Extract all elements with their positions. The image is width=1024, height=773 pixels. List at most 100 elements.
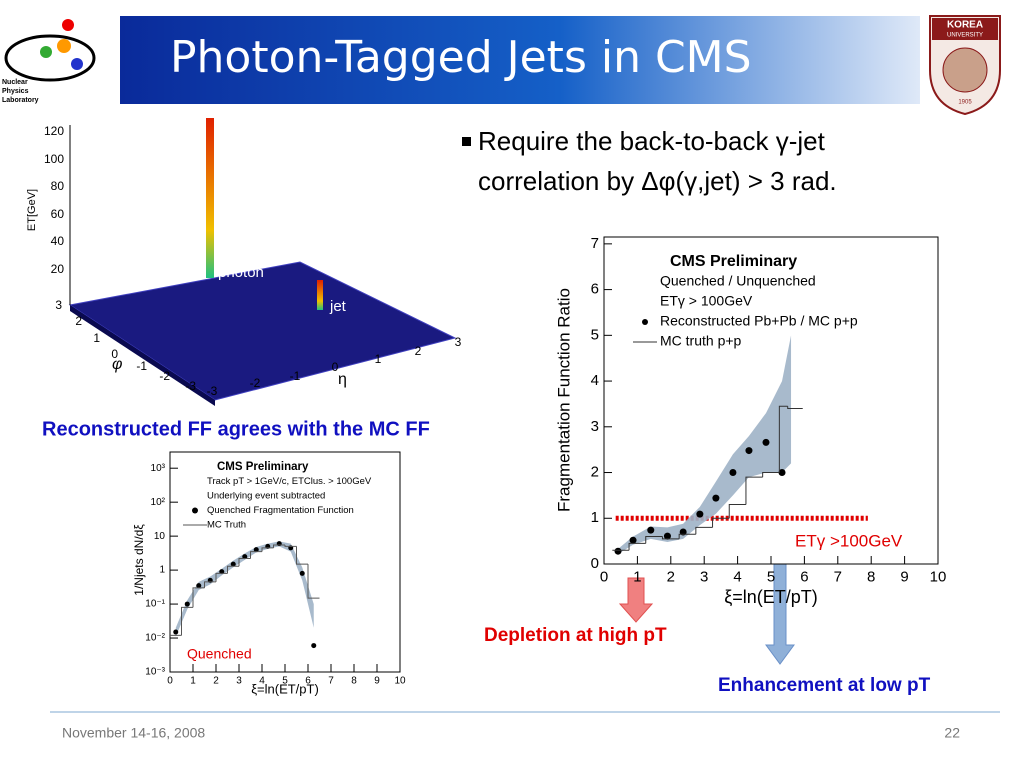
data-point [311,643,317,649]
x-tick-label: 1 [190,676,196,687]
step-segment [204,581,216,588]
data-point [230,561,236,567]
data-point [712,494,720,502]
y-tick-label: 4 [591,372,599,389]
y-tick-label: 10⁻¹ [145,599,165,610]
photon-spike [206,118,214,278]
y-tick-label: 1 [591,509,599,526]
x-tick-label: 8 [351,676,357,687]
step-segment [628,542,646,551]
title: Photon-Tagged Jets in CMS [170,32,752,83]
data-point [778,469,786,477]
jet-label: jet [329,298,347,315]
y-tick-label: 10⁻² [145,633,165,644]
data-point [762,438,770,446]
depletion-label: Depletion at high pT [484,625,667,646]
y-tick-label: 10³ [151,463,166,474]
page-number: 22 [944,725,960,741]
z-tick-label: 40 [51,234,65,248]
y-tick-label: 0 [591,555,599,572]
step-segment [745,476,763,505]
legend-text: Underlying event subtracted [207,491,325,502]
data-point [299,570,305,576]
phi-tick-label: 1 [93,331,100,345]
data-point [679,528,687,536]
jet-spike [317,280,323,310]
y-tick-label: 10 [154,531,166,542]
data-point [629,536,637,544]
step-segment [238,557,251,567]
x-tick-label: 3 [236,676,242,687]
x-tick-label: 7 [834,568,842,585]
x-tick-label: 6 [800,568,808,585]
eta-label: η [338,371,347,388]
logo-right: KOREA UNIVERSITY 1905 [929,15,1001,116]
y-tick-label: 2 [591,464,599,481]
step-segment [695,526,713,535]
y-tick-label: 7 [591,235,599,252]
x-tick-label: 7 [328,676,334,687]
eta-tick-label: -2 [250,376,261,390]
logo-text: Laboratory [2,97,39,104]
x-tick-label: 1 [633,568,641,585]
y-tick-label: 10⁻³ [145,667,165,678]
legend-marker [192,507,198,514]
eta-tick-label: 2 [415,344,422,358]
z-tick-label: 20 [51,262,65,276]
z-axis-label: ET[GeV] [26,189,38,231]
y-axis-label: Fragmentation Function Ratio [554,288,573,512]
step-segment [778,405,788,473]
data-point [647,526,655,534]
bullet-text: Require the back-to-back γ-jet [478,126,826,156]
legend-text: Reconstructed Pb+Pb / MC p+p [660,313,858,329]
logo-text: Physics [2,88,29,95]
step-segment [712,517,730,528]
step-segment [261,547,274,552]
phi-tick-label: -3 [185,379,196,393]
logo-text: Nuclear [2,79,28,86]
x-tick-label: 8 [867,568,875,585]
eta-tick-label: 3 [455,335,462,349]
photon-label: photon [218,264,264,281]
step-segment [728,504,746,519]
logo-text: UNIVERSITY [947,33,983,39]
step-segment [284,544,297,547]
legend-text: CMS Preliminary [217,461,309,473]
x-tick-label: 6 [305,676,311,687]
bullet-marker [462,137,471,146]
z-tick-label: 100 [44,152,64,166]
y-tick-label: 3 [591,418,599,435]
step-segment [678,533,696,539]
x-tick-label: 4 [259,676,265,687]
logo-text: 1905 [958,100,972,106]
x-axis-label: ξ=ln(ET/pT) [724,587,818,607]
eta-tick-label: 0 [332,360,339,374]
z-tick-label: 60 [51,207,65,221]
plot-frame [169,451,401,673]
step-segment [227,565,239,574]
step-segment [192,587,205,608]
z-tick-label: 80 [51,179,65,193]
lego-surface [68,261,457,401]
x-tick-label: 0 [167,676,173,687]
eta-tick-label: 1 [375,352,382,366]
depletion-arrow [618,577,654,623]
step-segment [307,564,320,599]
x-tick-label: 9 [900,568,908,585]
phi-tick-label: -1 [136,359,147,373]
y-tick-label: 5 [591,326,599,343]
data-point [196,583,202,589]
uncertainty-band [618,335,792,554]
data-point [253,547,259,553]
legend-text: Quenched Fragmentation Function [207,505,354,516]
legend-text: MC Truth [207,520,246,531]
plot-frame [603,236,939,565]
y-tick-label: 10² [151,497,166,508]
step-segment [787,406,803,410]
legend-text: Track pT > 1GeV/c, ETClus. > 100GeV [207,476,372,487]
phi-label: φ [112,356,122,373]
footer-date: November 14-16, 2008 [62,725,205,741]
step-segment [645,536,663,544]
